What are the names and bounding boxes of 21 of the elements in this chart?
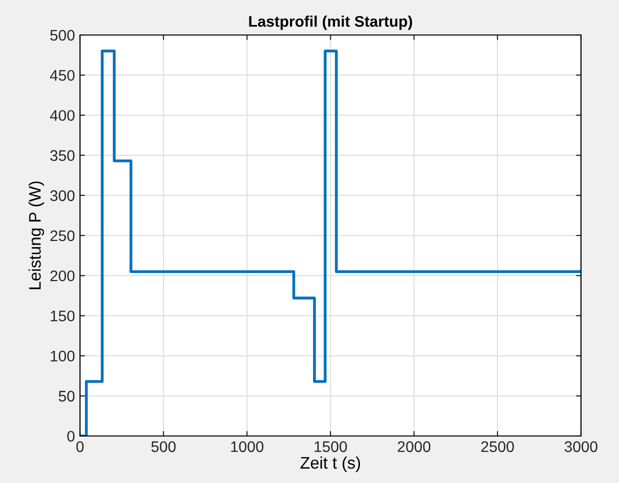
x-tick-label: 500	[151, 441, 176, 452]
x-tick-label: 1000	[231, 441, 264, 452]
x-tick-label: 1500	[314, 441, 347, 452]
y-tick-label: 350	[50, 150, 75, 161]
x-tick-label: 2500	[481, 441, 514, 452]
y-tick-label: 450	[50, 70, 75, 81]
y-tick-label: 200	[50, 270, 75, 282]
x-tick-label: 3000	[564, 441, 598, 452]
y-tick-label: 50	[58, 390, 75, 402]
y-tick-label: 400	[50, 110, 75, 121]
y-axis-title: Leistung P (W)	[28, 182, 44, 290]
y-tick-label: 500	[50, 30, 75, 41]
y-tick-label: 0	[67, 430, 75, 442]
x-axis-title: Zeit t (s)	[300, 456, 360, 472]
x-tick-label: 0	[76, 441, 84, 452]
y-tick-label: 100	[50, 350, 75, 362]
chart-title: Lastprofil (mit Startup)	[249, 16, 412, 30]
y-tick-label: 300	[50, 190, 75, 202]
y-tick-label: 250	[50, 230, 75, 242]
y-tick-label: 150	[50, 310, 75, 322]
x-tick-label: 2000	[398, 441, 430, 452]
